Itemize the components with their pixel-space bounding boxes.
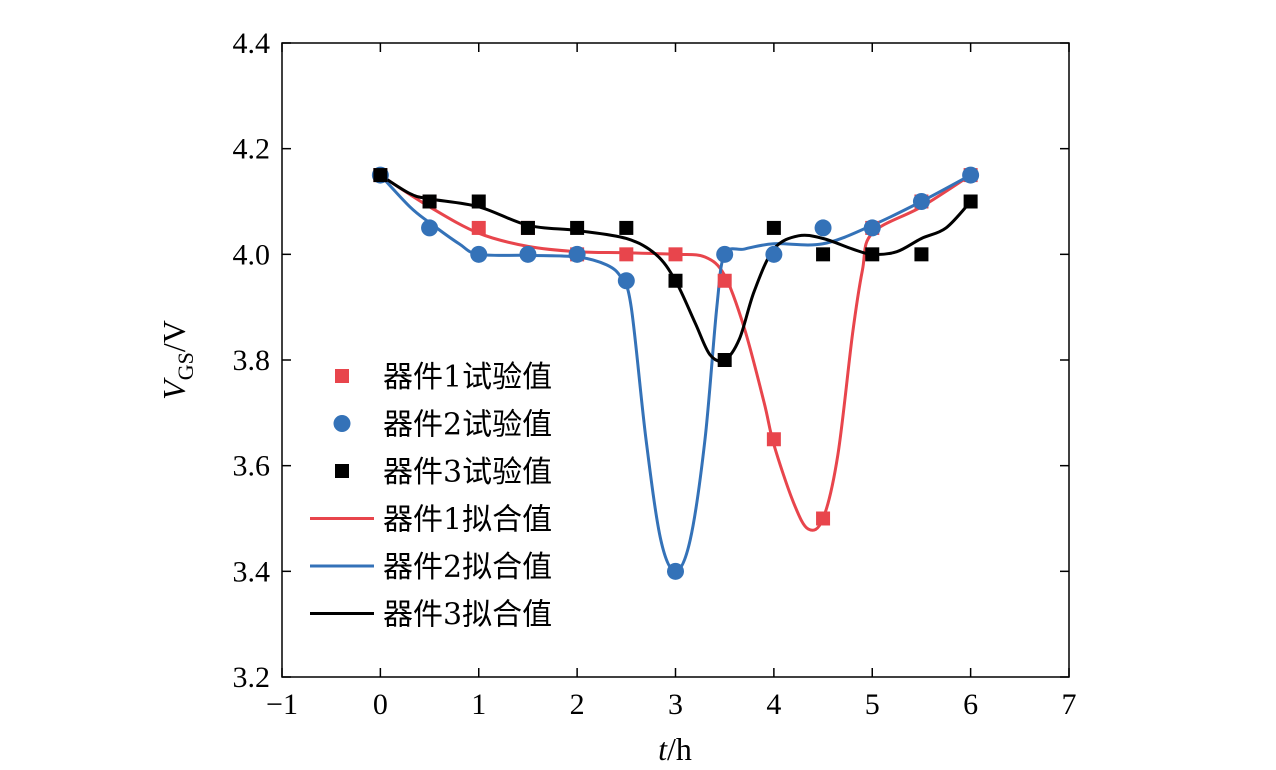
x-tick-label: 3 xyxy=(668,688,683,721)
fit-line-series-6 xyxy=(378,173,973,363)
y-tick-label: 3.8 xyxy=(233,344,271,377)
data-point-series-1 xyxy=(471,220,486,235)
x-tick-label: 7 xyxy=(1062,688,1077,721)
y-tick-label: 3.2 xyxy=(233,661,271,694)
data-point-series-2 xyxy=(814,219,832,237)
legend-item-series-6: 器件3拟合值 xyxy=(310,598,552,633)
data-point-series-3 xyxy=(816,247,831,262)
data-point-series-3 xyxy=(717,353,732,367)
y-tick-label: 4.0 xyxy=(233,238,271,271)
data-point-series-2 xyxy=(617,272,635,290)
data-point-series-2 xyxy=(519,245,537,263)
legend-label: 器件1试验值 xyxy=(383,360,552,395)
legend-item-series-1: 器件1试验值 xyxy=(335,360,552,395)
x-tick-label: 6 xyxy=(963,688,978,721)
legend-marker-circle xyxy=(333,415,351,432)
legend-label: 器件2试验值 xyxy=(383,408,552,443)
axes-layer: −1 0 1 2 3 4 5 6 7 3.2 3.4 3.6 3.8 4.0 4.2 4.4 xyxy=(233,27,1077,721)
data-point-series-3 xyxy=(668,273,683,288)
data-point-series-3 xyxy=(520,220,535,235)
data-point-series-2 xyxy=(962,166,980,184)
x-axis-title-variable: t xyxy=(658,731,668,767)
data-point-series-2 xyxy=(667,562,684,580)
legend-marker-square xyxy=(335,464,349,478)
legend-label: 器件3试验值 xyxy=(383,455,552,490)
data-point-series-2 xyxy=(912,193,930,210)
x-tick-label: −1 xyxy=(266,688,298,721)
legend-label: 器件1拟合值 xyxy=(383,503,552,538)
legend-item-series-2: 器件2试验值 xyxy=(333,408,552,443)
legend-label: 器件3拟合值 xyxy=(383,598,552,633)
y-axis-title-variable: V xyxy=(156,377,192,400)
x-tick-label: 4 xyxy=(766,688,781,721)
data-point-series-3 xyxy=(422,194,437,209)
data-point-series-1 xyxy=(717,273,732,288)
data-point-series-3 xyxy=(865,247,880,262)
data-point-series-2 xyxy=(716,245,734,263)
legend-label: 器件2拟合值 xyxy=(383,550,552,585)
data-point-series-2 xyxy=(421,219,439,237)
data-point-series-1 xyxy=(816,511,831,526)
x-axis-title-unit: /h xyxy=(667,731,692,767)
y-tick-label: 3.6 xyxy=(233,450,271,483)
y-tick-label: 3.4 xyxy=(233,555,271,588)
data-point-series-2 xyxy=(470,245,488,263)
data-point-series-2 xyxy=(863,219,881,237)
data-point-series-1 xyxy=(668,247,683,262)
legend-item-series-4: 器件1拟合值 xyxy=(310,503,552,538)
y-tick-label: 4.2 xyxy=(233,133,271,166)
y-axis-title: VGS/V xyxy=(156,320,198,400)
data-point-series-3 xyxy=(766,220,781,235)
data-point-series-3 xyxy=(619,220,634,235)
markers-layer xyxy=(371,166,980,580)
y-axis-title-subscript: GS xyxy=(173,352,198,380)
legend-item-series-3: 器件3试验值 xyxy=(335,455,552,490)
x-axis-title: t/h xyxy=(658,731,692,767)
data-point-series-3 xyxy=(963,194,978,209)
legend-marker-square xyxy=(335,369,349,383)
y-tick-label: 4.4 xyxy=(233,27,271,60)
x-tick-label: 1 xyxy=(471,688,486,721)
y-axis-title-unit: /V xyxy=(156,320,192,352)
fit-line-series-4 xyxy=(378,173,973,532)
x-tick-label: 2 xyxy=(570,688,585,721)
data-point-series-2 xyxy=(765,245,783,263)
data-point-series-1 xyxy=(619,247,634,262)
x-tick-label: 0 xyxy=(373,688,388,721)
data-point-series-3 xyxy=(471,194,486,209)
data-point-series-3 xyxy=(373,168,388,183)
legend-item-series-5: 器件2拟合值 xyxy=(310,550,552,585)
data-point-series-1 xyxy=(766,432,781,447)
data-point-series-3 xyxy=(570,220,585,235)
data-point-series-3 xyxy=(914,247,929,262)
data-point-series-2 xyxy=(568,245,586,263)
x-tick-label: 5 xyxy=(865,688,880,721)
